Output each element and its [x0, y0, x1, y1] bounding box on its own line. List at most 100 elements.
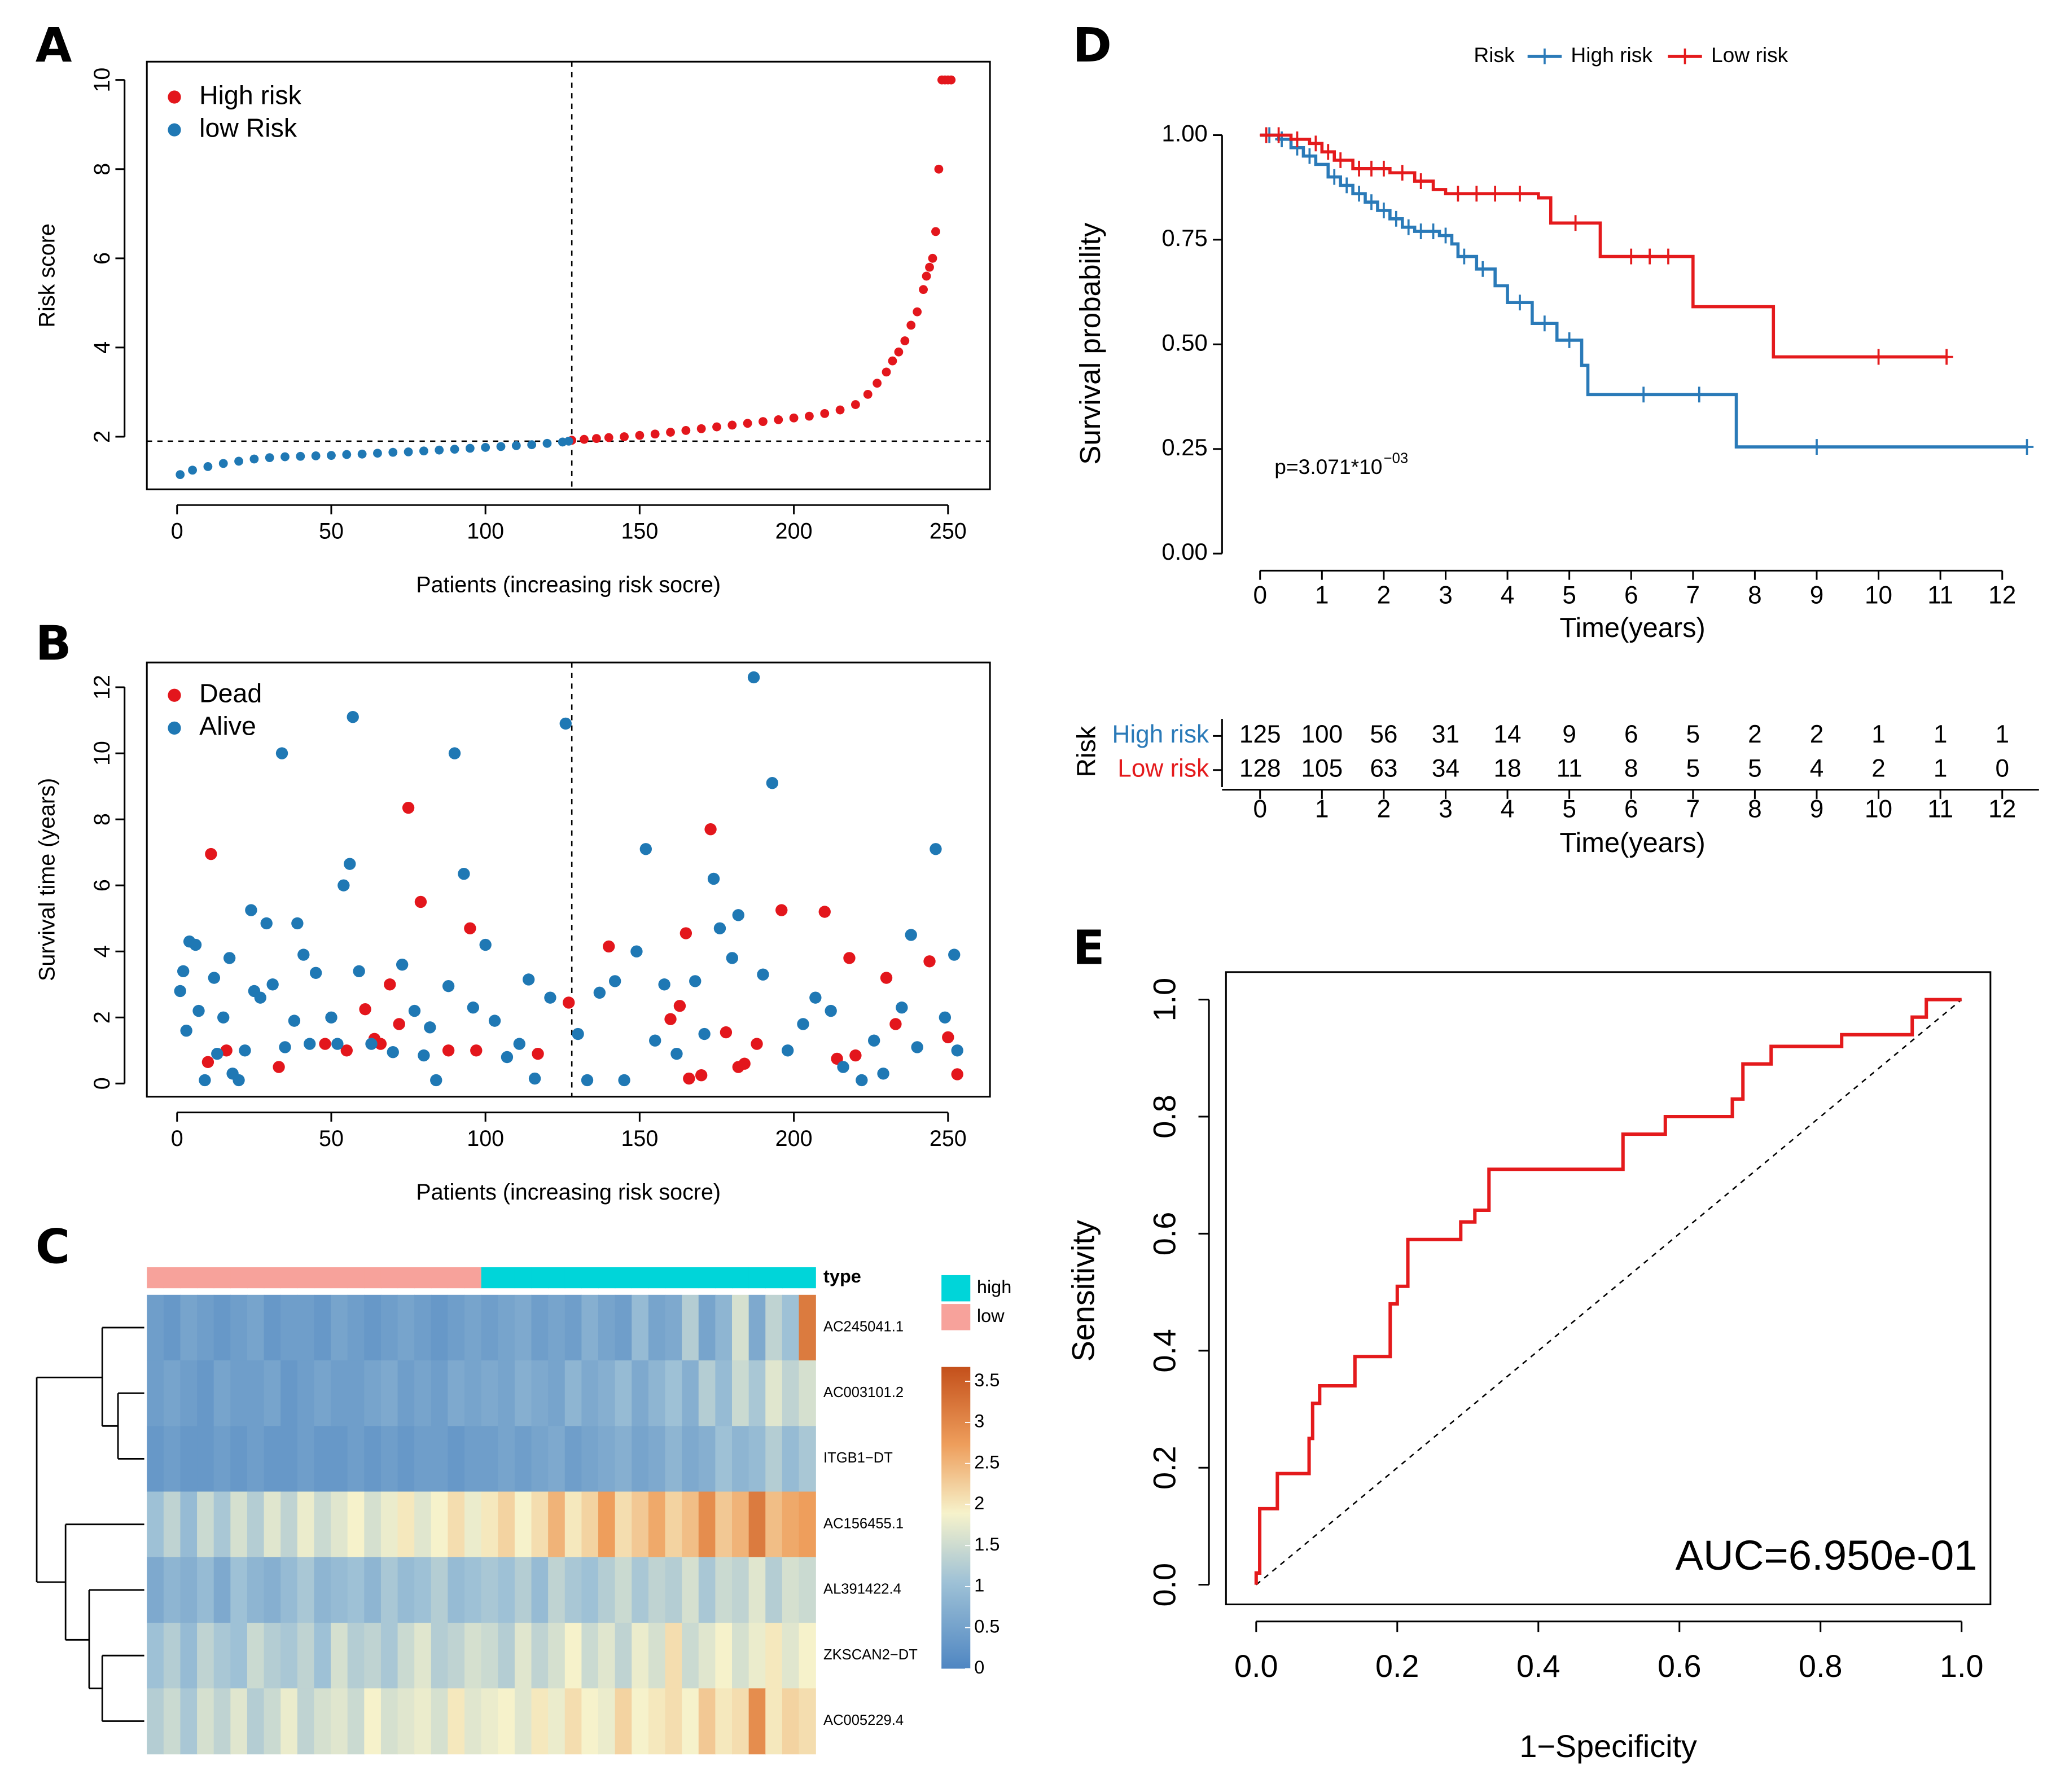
point [831, 1052, 843, 1065]
point [479, 938, 492, 951]
point [894, 347, 904, 357]
point [393, 1018, 405, 1030]
heat-cell [147, 1294, 164, 1361]
heat-cell [297, 1426, 315, 1492]
annotation-cell [431, 1267, 449, 1289]
y-tick-label: 8 [90, 163, 115, 175]
point [532, 1047, 544, 1060]
heat-cell [163, 1360, 181, 1427]
point [192, 1004, 205, 1017]
point [374, 1038, 387, 1050]
censor-mark [1334, 152, 1347, 168]
censor-mark [2020, 439, 2034, 455]
heat-cell [765, 1688, 783, 1755]
row-label: AC005229.4 [823, 1712, 904, 1728]
heat-cell [765, 1294, 783, 1361]
heat-cell [615, 1557, 632, 1623]
heat-cell [230, 1557, 248, 1623]
point [291, 917, 304, 930]
heat-cell [765, 1491, 783, 1558]
point [603, 940, 615, 953]
heat-cell [331, 1360, 348, 1427]
censor-mark [1414, 223, 1428, 240]
point [781, 1044, 794, 1057]
x-tick-label: 0.2 [1375, 1649, 1419, 1684]
heat-cell [782, 1360, 800, 1427]
heat-cell [581, 1491, 599, 1558]
risk-count: 5 [1686, 754, 1700, 782]
heat-cell [230, 1426, 248, 1492]
annotation-cell [464, 1267, 482, 1289]
risk-count: 1 [1871, 721, 1886, 748]
point [720, 1026, 733, 1039]
point [946, 75, 956, 85]
x-tick-label: 150 [621, 519, 658, 543]
censor-mark [1352, 186, 1366, 202]
heat-cell [748, 1491, 766, 1558]
heat-cell [397, 1688, 415, 1755]
point [604, 433, 613, 442]
heat-cell [230, 1688, 248, 1755]
x-tick-label: 12 [1988, 796, 2016, 823]
legend-label: Dead [199, 679, 262, 708]
heat-cell [564, 1491, 582, 1558]
point [239, 1044, 251, 1057]
point [458, 868, 470, 880]
heat-cell [197, 1557, 214, 1623]
point [757, 968, 769, 981]
point [931, 227, 940, 236]
risk-count: 31 [1432, 721, 1459, 748]
heat-cell [498, 1294, 515, 1361]
point [608, 975, 621, 987]
heat-cell [498, 1491, 515, 1558]
heat-cell [364, 1491, 382, 1558]
legend-label: low [977, 1306, 1005, 1326]
annotation-cell [765, 1267, 783, 1289]
risk-count: 1 [1934, 721, 1948, 748]
annotation-title: type [823, 1266, 861, 1286]
row-label: AC156455.1 [823, 1516, 904, 1531]
heat-cell [598, 1623, 616, 1689]
plot-frame [1225, 971, 1992, 1606]
heat-cell [531, 1426, 549, 1492]
y-axis-label: Sensitivity [1066, 1220, 1101, 1361]
point [683, 1072, 695, 1085]
x-tick-label: 250 [930, 519, 967, 543]
x-tick-label: 50 [319, 519, 344, 543]
heat-cell [615, 1623, 632, 1689]
censor-mark [1940, 349, 1953, 365]
heat-cell [264, 1426, 281, 1492]
plot-frame [146, 60, 991, 490]
x-tick-label: 1 [1315, 582, 1329, 609]
heat-cell [531, 1294, 549, 1361]
p-value: p=3.071*10 [1274, 455, 1382, 478]
censor-mark [1402, 219, 1415, 235]
x-axis-label: Patients (increasing risk socre) [416, 573, 721, 598]
colorbar-label: 0.5 [974, 1616, 999, 1636]
point [217, 1011, 230, 1024]
heat-cell [548, 1623, 565, 1689]
censor-mark [1377, 160, 1391, 177]
point [331, 1038, 344, 1050]
point [923, 955, 936, 968]
heat-cell [564, 1294, 582, 1361]
y-tick-label: 0.6 [1147, 1212, 1182, 1256]
heat-cell [581, 1688, 599, 1755]
annotation-cell [247, 1267, 265, 1289]
heat-cell [615, 1360, 632, 1427]
heat-cell [765, 1360, 783, 1427]
colorbar-label: 1 [974, 1575, 984, 1596]
heat-cell [665, 1623, 682, 1689]
heat-cell [163, 1623, 181, 1689]
heat-cell [364, 1426, 382, 1492]
heat-cell [799, 1360, 816, 1427]
heat-cell [180, 1688, 198, 1755]
censor-mark [1513, 186, 1527, 202]
x-tick-label: 4 [1501, 582, 1515, 609]
point [681, 426, 691, 435]
heat-cell [364, 1623, 382, 1689]
heat-cell [648, 1491, 666, 1558]
point [296, 451, 305, 461]
heat-cell [481, 1491, 498, 1558]
